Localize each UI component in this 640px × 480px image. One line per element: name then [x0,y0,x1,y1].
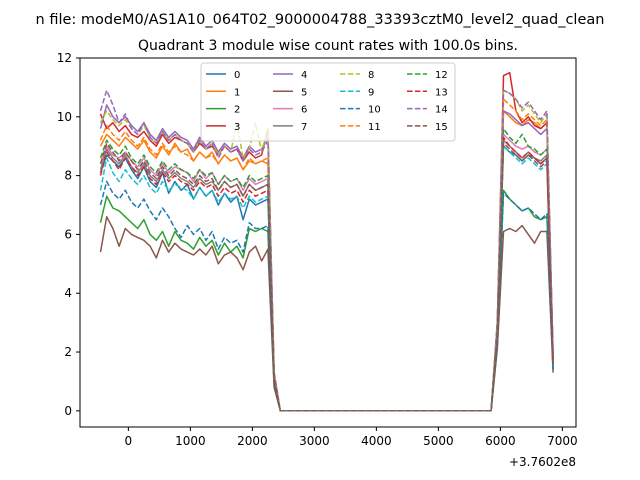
legend-label-12: 12 [435,70,448,81]
series-line-9 [99,145,554,412]
x-tick-label: 2000 [237,434,268,448]
y-tick-label: 10 [57,110,72,124]
x-tick-label: 4000 [361,434,392,448]
legend-label-6: 6 [301,105,307,116]
legend-label-13: 13 [435,87,448,98]
legend-label-15: 15 [435,122,448,133]
legend-label-10: 10 [368,105,381,116]
x-tick-label: 0 [125,434,133,448]
series-line-0 [99,145,554,412]
legend-label-9: 9 [368,87,374,98]
legend-label-2: 2 [234,105,240,116]
y-tick-label: 0 [64,404,72,418]
legend-label-14: 14 [435,105,448,116]
y-tick-label: 8 [64,169,72,183]
series-line-12 [99,127,554,412]
series-line-1 [99,110,554,412]
x-axis: 0 1000 2000 3000 4000 5000 6000 7000 [125,427,578,448]
y-tick-label: 2 [64,345,72,359]
y-tick-label: 12 [57,51,72,65]
series-line-13 [99,136,554,412]
legend-label-0: 0 [234,70,240,81]
series-line-10 [99,180,554,412]
x-tick-label: 1000 [175,434,206,448]
legend-label-8: 8 [368,70,374,81]
y-tick-label: 4 [64,286,72,300]
x-tick-label: 6000 [485,434,516,448]
legend-label-5: 5 [301,87,307,98]
y-axis: 0 2 4 6 8 10 12 [57,51,80,418]
y-tick-label: 6 [64,227,72,241]
series-line-15 [99,142,554,412]
legend-label-7: 7 [301,122,307,133]
legend-label-11: 11 [368,122,381,133]
x-tick-label: 3000 [299,434,330,448]
plot-frame [79,57,577,428]
legend-box [200,62,456,142]
chart-title: Quadrant 3 module wise count rates with … [138,38,518,54]
x-tick-label: 5000 [423,434,454,448]
series-line-2 [99,189,554,412]
x-tick-label: 7000 [547,434,578,448]
series-line-11 [99,98,554,412]
legend-label-3: 3 [234,122,240,133]
figure-suptitle: n file: modeM0/AS1A10_064T02_9000004788_… [36,12,605,28]
legend-label-4: 4 [301,70,307,81]
series-line-14 [99,89,554,412]
legend-label-1: 1 [234,87,240,98]
plot-area [99,71,554,412]
x-axis-offset-label: +3.7602e8 [509,455,576,469]
